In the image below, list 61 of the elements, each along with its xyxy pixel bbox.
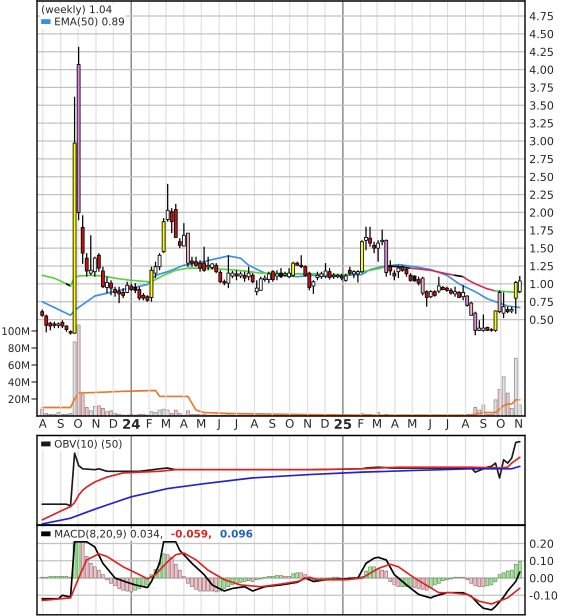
x-tick-label: A [180,419,188,428]
legend-label: EMA(50) 0.89 [55,17,124,27]
y-tick-label: 1.00 [530,280,554,288]
y-tick-label: 2.50 [530,172,554,182]
y-tick-label: 1.25 [530,262,553,270]
x-tick-label: M [197,419,206,428]
x-tick-label: F [146,419,152,428]
x-tick-label: A [390,419,399,428]
y-tick-label: 2.25 [530,190,553,199]
x-tick-label: J [216,419,220,430]
x-tick-label: O [286,418,294,428]
y2-tick-label: 20M [8,395,30,404]
y-tick-label: 3.50 [530,101,554,110]
x-tick-label: S [58,418,64,428]
y-tick-label: 0.10 [530,556,554,566]
x-tick-label: M [373,419,381,428]
x-tick-label: D [110,419,118,428]
x-tick-label: J [445,419,448,430]
x-tick-label: F [358,419,364,428]
y-tick-label: 3.75 [530,83,553,92]
y-tick-label: 4.75 [530,12,553,20]
y2-tick-label: 60M [8,361,30,370]
x-tick-label: M [162,419,170,428]
y-tick-label: 3.25 [530,119,553,128]
y-tick-label: 0.50 [530,316,554,324]
x-tick-label: S [480,418,486,428]
x-tick-label: N [515,419,522,428]
y-tick-label: 1.50 [530,244,554,253]
x-tick-label: O [496,418,505,428]
x-tick-label: O [74,418,82,428]
y-tick-label: 0.00 [530,574,554,582]
x-tick-label: M [408,419,416,428]
series-label: MACD(8,20,9) 0.034, [55,530,162,539]
y-tick-label: 4.25 [530,48,553,56]
y-tick-label: 1.75 [530,226,553,235]
x-tick-label: A [38,419,47,428]
x-tick-label: S [269,418,276,428]
x-tick-label: 25 [334,419,352,429]
y-tick-label: -0.10 [530,591,558,600]
y-tick-label: 4.00 [530,66,554,74]
y2-tick-label: 80M [8,344,30,352]
x-tick-label: N [304,419,311,428]
y2-tick-label: 40M [8,378,30,386]
y-tick-label: 2.00 [530,208,554,217]
x-tick-label: J [234,419,238,430]
x-tick-label: D [322,419,329,428]
x-tick-label: N [92,419,100,428]
series-label: -0.059, [171,530,211,539]
y-tick-label: 0.20 [530,539,554,548]
legend-label: OBV(10) (50) [54,440,122,449]
x-tick-label: 24 [123,419,140,429]
y-tick-label: 3.00 [530,136,554,146]
x-tick-label: J [428,419,431,430]
y-tick-label: 2.75 [530,154,553,164]
chart-title: (weekly) 1.04 [42,5,112,16]
y-tick-label: 4.50 [530,30,554,38]
y2-tick-label: 100M [2,327,30,336]
annotation: 0.096 [220,530,252,538]
x-tick-label: A [250,419,258,428]
x-tick-label: A [462,419,470,428]
y-tick-label: 0.75 [530,298,553,306]
